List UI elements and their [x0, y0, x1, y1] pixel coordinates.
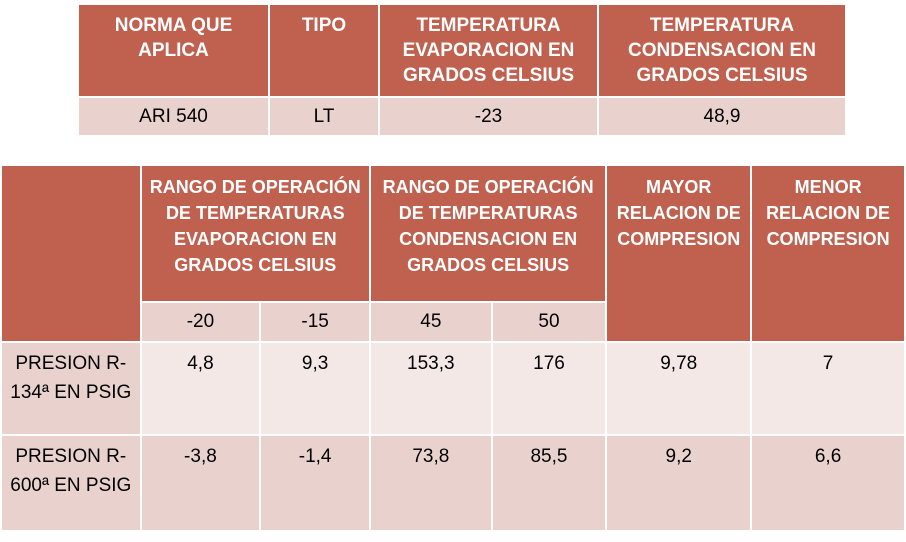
subheader-cond-45: 45	[368, 301, 493, 343]
header-temp-condensacion: TEMPERATURA CONDENSACION EN GRADOS CELSI…	[597, 3, 847, 98]
cell-temp-condensacion: 48,9	[597, 96, 847, 137]
refrigeration-standard-table: NORMA QUE APLICA TIPO TEMPERATURA EVAPOR…	[77, 3, 847, 137]
pressure-table: RANGO DE OPERACIÓN DE TEMPERATURAS EVAPO…	[0, 164, 906, 532]
table-header-row: RANGO DE OPERACIÓN DE TEMPERATURAS EVAPO…	[0, 164, 906, 343]
cell-r134a-cond-45: 153,3	[368, 341, 493, 436]
cell-tipo: LT	[268, 96, 380, 137]
cell-r600a-evap-minus20: -3,8	[139, 434, 262, 532]
subheader-evap-minus20: -20	[139, 301, 262, 343]
subheader-evap-minus15: -15	[259, 301, 371, 343]
header-rango-evaporacion: RANGO DE OPERACIÓN DE TEMPERATURAS EVAPO…	[139, 164, 371, 303]
cell-r600a-cond-50: 85,5	[490, 434, 608, 532]
cell-r134a-evap-minus15: 9,3	[259, 341, 371, 436]
cell-r600a-cond-45: 73,8	[368, 434, 493, 532]
cell-r134a-mayor-relacion: 9,78	[605, 341, 753, 436]
cell-r134a-menor-relacion: 7	[750, 341, 906, 436]
subheader-cond-50: 50	[490, 301, 608, 343]
header-rango-condensacion: RANGO DE OPERACIÓN DE TEMPERATURAS CONDE…	[368, 164, 608, 303]
cell-r134a-evap-minus20: 4,8	[139, 341, 262, 436]
header-empty-corner	[0, 164, 142, 343]
header-menor-relacion: MENOR RELACION DE COMPRESION	[750, 164, 906, 343]
table-subheader-row: -20 -15 45 50	[1, 301, 905, 343]
cell-r600a-evap-minus15: -1,4	[259, 434, 371, 532]
header-temp-evaporacion: TEMPERATURA EVAPORACION EN GRADOS CELSIU…	[378, 3, 599, 98]
header-norma: NORMA QUE APLICA	[77, 3, 270, 98]
table-header-row: NORMA QUE APLICA TIPO TEMPERATURA EVAPOR…	[77, 3, 847, 98]
row-label-r134a: PRESION R-134ª EN PSIG	[0, 341, 142, 436]
cell-r600a-mayor-relacion: 9,2	[605, 434, 753, 532]
cell-r600a-menor-relacion: 6,6	[750, 434, 906, 532]
table-row: ARI 540 LT -23 48,9	[77, 96, 847, 137]
header-tipo: TIPO	[268, 3, 380, 98]
cell-norma: ARI 540	[77, 96, 270, 137]
table-row: PRESION R-600ª EN PSIG -3,8 -1,4 73,8 85…	[0, 434, 906, 532]
cell-r134a-cond-50: 176	[490, 341, 608, 436]
table-row: PRESION R-134ª EN PSIG 4,8 9,3 153,3 176…	[0, 341, 906, 436]
cell-temp-evaporacion: -23	[378, 96, 599, 137]
row-label-r600a: PRESION R-600ª EN PSIG	[0, 434, 142, 532]
header-mayor-relacion: MAYOR RELACION DE COMPRESION	[605, 164, 753, 343]
